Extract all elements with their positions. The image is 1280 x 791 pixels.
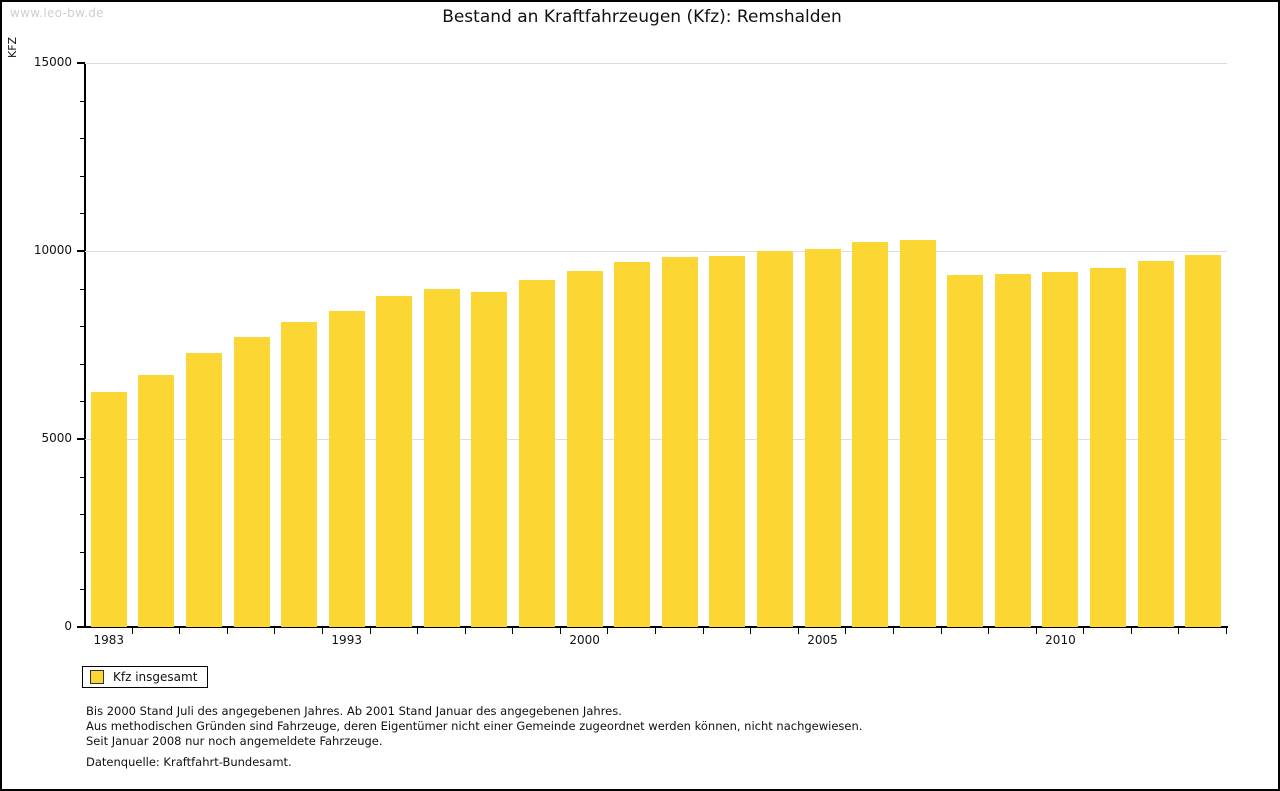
y-axis-tick-label: 0 <box>64 619 72 633</box>
chart-title: Bestand an Kraftfahrzeugen (Kfz): Remsha… <box>442 7 842 27</box>
bar[interactable] <box>376 296 413 627</box>
x-axis-tick-label: 2000 <box>569 633 600 647</box>
x-tick <box>1035 627 1037 634</box>
footnotes: Bis 2000 Stand Juli des angegebenen Jahr… <box>86 704 1186 749</box>
y-minor-tick <box>80 213 85 215</box>
x-tick <box>702 627 704 634</box>
x-tick <box>274 627 276 634</box>
y-minor-tick <box>80 288 85 290</box>
x-tick <box>369 627 371 634</box>
x-axis-tick-label: 1983 <box>93 633 125 647</box>
y-minor-tick <box>80 476 85 478</box>
y-minor-tick <box>80 363 85 365</box>
y-axis-tick-label: 10000 <box>33 243 72 257</box>
bar[interactable] <box>1137 261 1174 627</box>
bar[interactable] <box>1185 254 1222 627</box>
x-tick <box>845 627 847 634</box>
bar[interactable] <box>661 256 698 627</box>
bar[interactable] <box>185 353 222 627</box>
x-tick <box>131 627 133 634</box>
y-minor-tick <box>80 175 85 177</box>
bar[interactable] <box>804 249 841 627</box>
bar[interactable] <box>852 241 889 627</box>
bar[interactable] <box>709 255 746 627</box>
y-minor-tick <box>80 514 85 516</box>
x-tick <box>892 627 894 634</box>
x-tick <box>988 627 990 634</box>
bar[interactable] <box>138 375 175 627</box>
gridline <box>85 251 1227 252</box>
y-axis-tick-label: 5000 <box>41 431 72 445</box>
x-tick <box>321 627 323 634</box>
y-tick <box>77 62 85 64</box>
bar[interactable] <box>519 280 555 627</box>
x-tick <box>417 627 419 634</box>
x-axis-tick-label: 2005 <box>807 633 838 647</box>
legend[interactable]: Kfz insgesamt <box>82 666 209 688</box>
bar[interactable] <box>90 392 127 627</box>
x-axis-line <box>84 626 1228 628</box>
x-tick <box>1178 627 1180 634</box>
x-tick <box>607 627 609 634</box>
bar[interactable] <box>756 250 793 627</box>
y-tick <box>77 250 85 252</box>
bar[interactable] <box>566 270 603 627</box>
x-tick <box>179 627 181 634</box>
x-axis-tick-label: 1993 <box>331 633 362 647</box>
watermark: www.leo-bw.de <box>10 6 104 20</box>
y-axis-tick-label: 15000 <box>33 55 72 69</box>
y-minor-tick <box>80 100 85 102</box>
bar[interactable] <box>947 275 984 627</box>
data-source: Datenquelle: Kraftfahrt-Bundesamt. <box>86 755 292 769</box>
y-minor-tick <box>80 589 85 591</box>
x-tick <box>797 627 799 634</box>
y-minor-tick <box>80 401 85 403</box>
bar[interactable] <box>423 288 460 627</box>
x-tick <box>1130 627 1132 634</box>
bar[interactable] <box>1090 267 1126 627</box>
x-tick <box>1083 627 1085 634</box>
bar[interactable] <box>471 291 508 627</box>
footnote-line: Aus methodischen Gründen sind Fahrzeuge,… <box>86 719 863 733</box>
y-tick <box>77 626 85 628</box>
legend-swatch-icon <box>90 670 104 684</box>
x-tick <box>750 627 752 634</box>
plot-area <box>77 62 1227 628</box>
bar[interactable] <box>281 321 318 627</box>
footnote-line: Seit Januar 2008 nur noch angemeldete Fa… <box>86 734 383 748</box>
gridline <box>85 63 1227 64</box>
x-tick <box>464 627 466 634</box>
bar[interactable] <box>614 262 651 627</box>
x-tick <box>512 627 514 634</box>
bar[interactable] <box>1042 271 1079 627</box>
x-tick <box>559 627 561 634</box>
x-tick <box>655 627 656 634</box>
y-minor-tick <box>80 551 85 553</box>
y-tick <box>77 438 85 440</box>
bar[interactable] <box>328 311 365 627</box>
y-minor-tick <box>80 326 85 328</box>
x-tick <box>940 627 942 634</box>
gridline <box>85 439 1227 440</box>
x-axis-tick-label: 2010 <box>1045 633 1076 647</box>
footnote-line: Bis 2000 Stand Juli des angegebenen Jahr… <box>86 704 622 718</box>
legend-label: Kfz insgesamt <box>113 670 198 684</box>
x-tick <box>226 627 228 634</box>
bar[interactable] <box>994 273 1031 627</box>
bar[interactable] <box>233 336 270 627</box>
x-tick <box>1226 627 1227 634</box>
bar[interactable] <box>899 239 936 627</box>
y-minor-tick <box>80 138 85 140</box>
y-axis-line <box>84 63 86 628</box>
